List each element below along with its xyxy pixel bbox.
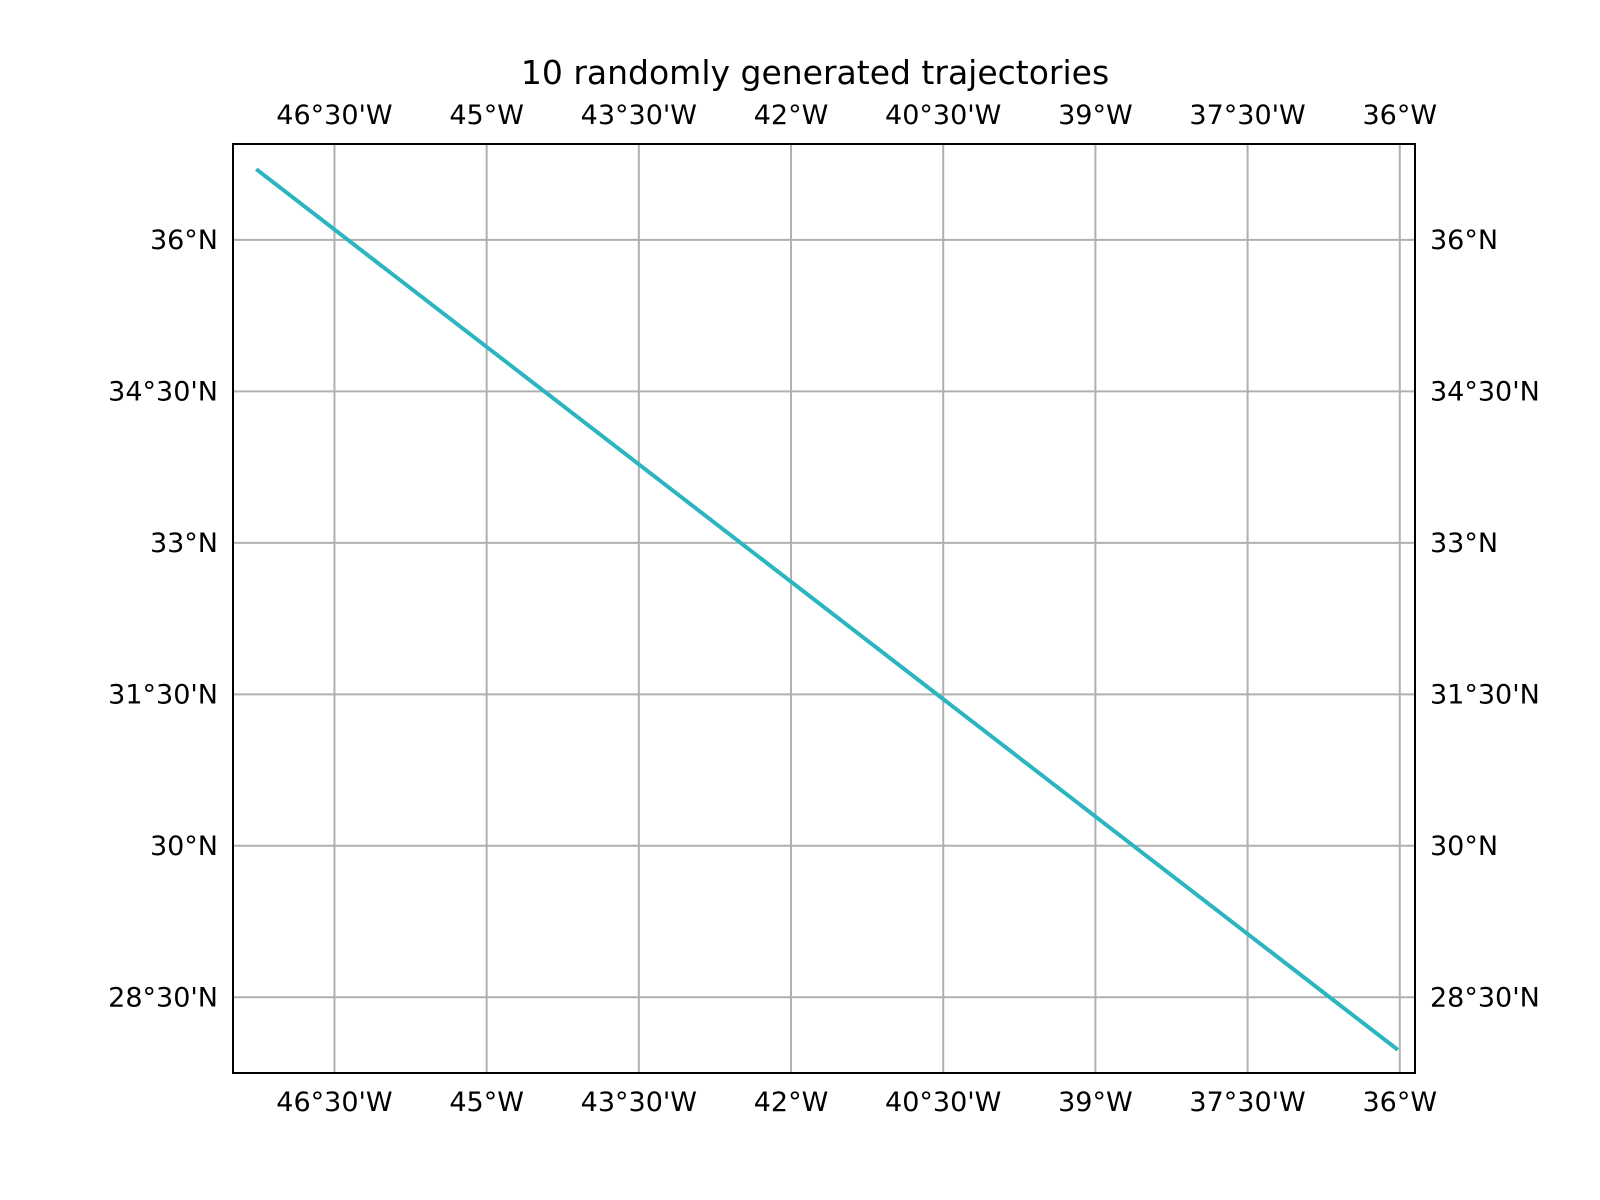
x-tick-label-top: 43°30'W [581, 100, 697, 131]
y-tick-label-right: 34°30'N [1430, 376, 1540, 407]
x-tick-label-bottom: 37°30'W [1189, 1087, 1305, 1118]
x-tick-label-bottom: 46°30'W [276, 1087, 392, 1118]
y-tick-label-left: 34°30'N [108, 376, 218, 407]
y-tick-label-left: 31°30'N [108, 679, 218, 710]
x-tick-label-top: 39°W [1058, 100, 1133, 131]
grid-layer [233, 144, 1415, 1073]
tick-label-layer: 46°30'W 46°30'W 45°W 45°W 43°30'W 43°30'W 42°W… [108, 100, 1540, 1118]
y-tick-label-right: 31°30'N [1430, 679, 1540, 710]
x-tick-label-bottom: 43°30'W [581, 1087, 697, 1118]
y-tick-label-right: 36°N [1430, 225, 1498, 256]
y-tick-label-left: 28°30'N [108, 982, 218, 1013]
y-tick-label-left: 30°N [150, 831, 218, 862]
x-tick-label-top: 36°W [1362, 100, 1437, 131]
x-tick-label-bottom: 42°W [754, 1087, 829, 1118]
y-tick-label-right: 28°30'N [1430, 982, 1540, 1013]
x-tick-label-top: 42°W [754, 100, 829, 131]
map-frame [232, 143, 1416, 1074]
y-tick-label-right: 30°N [1430, 831, 1498, 862]
trajectory-line [255, 167, 1400, 1052]
x-tick-label-bottom: 36°W [1362, 1087, 1437, 1118]
x-tick-label-bottom: 45°W [449, 1087, 524, 1118]
map-title: 10 randomly generated trajectories [521, 53, 1109, 92]
x-tick-label-top: 45°W [449, 100, 524, 131]
x-tick-label-bottom: 39°W [1058, 1087, 1133, 1118]
x-tick-label-top: 40°30'W [885, 100, 1001, 131]
y-tick-label-right: 33°N [1430, 528, 1498, 559]
x-tick-label-top: 46°30'W [276, 100, 392, 131]
y-tick-label-left: 33°N [150, 528, 218, 559]
x-tick-label-top: 37°30'W [1189, 100, 1305, 131]
trajectory-layer [255, 167, 1400, 1052]
x-tick-label-bottom: 40°30'W [885, 1087, 1001, 1118]
y-tick-label-left: 36°N [150, 225, 218, 256]
